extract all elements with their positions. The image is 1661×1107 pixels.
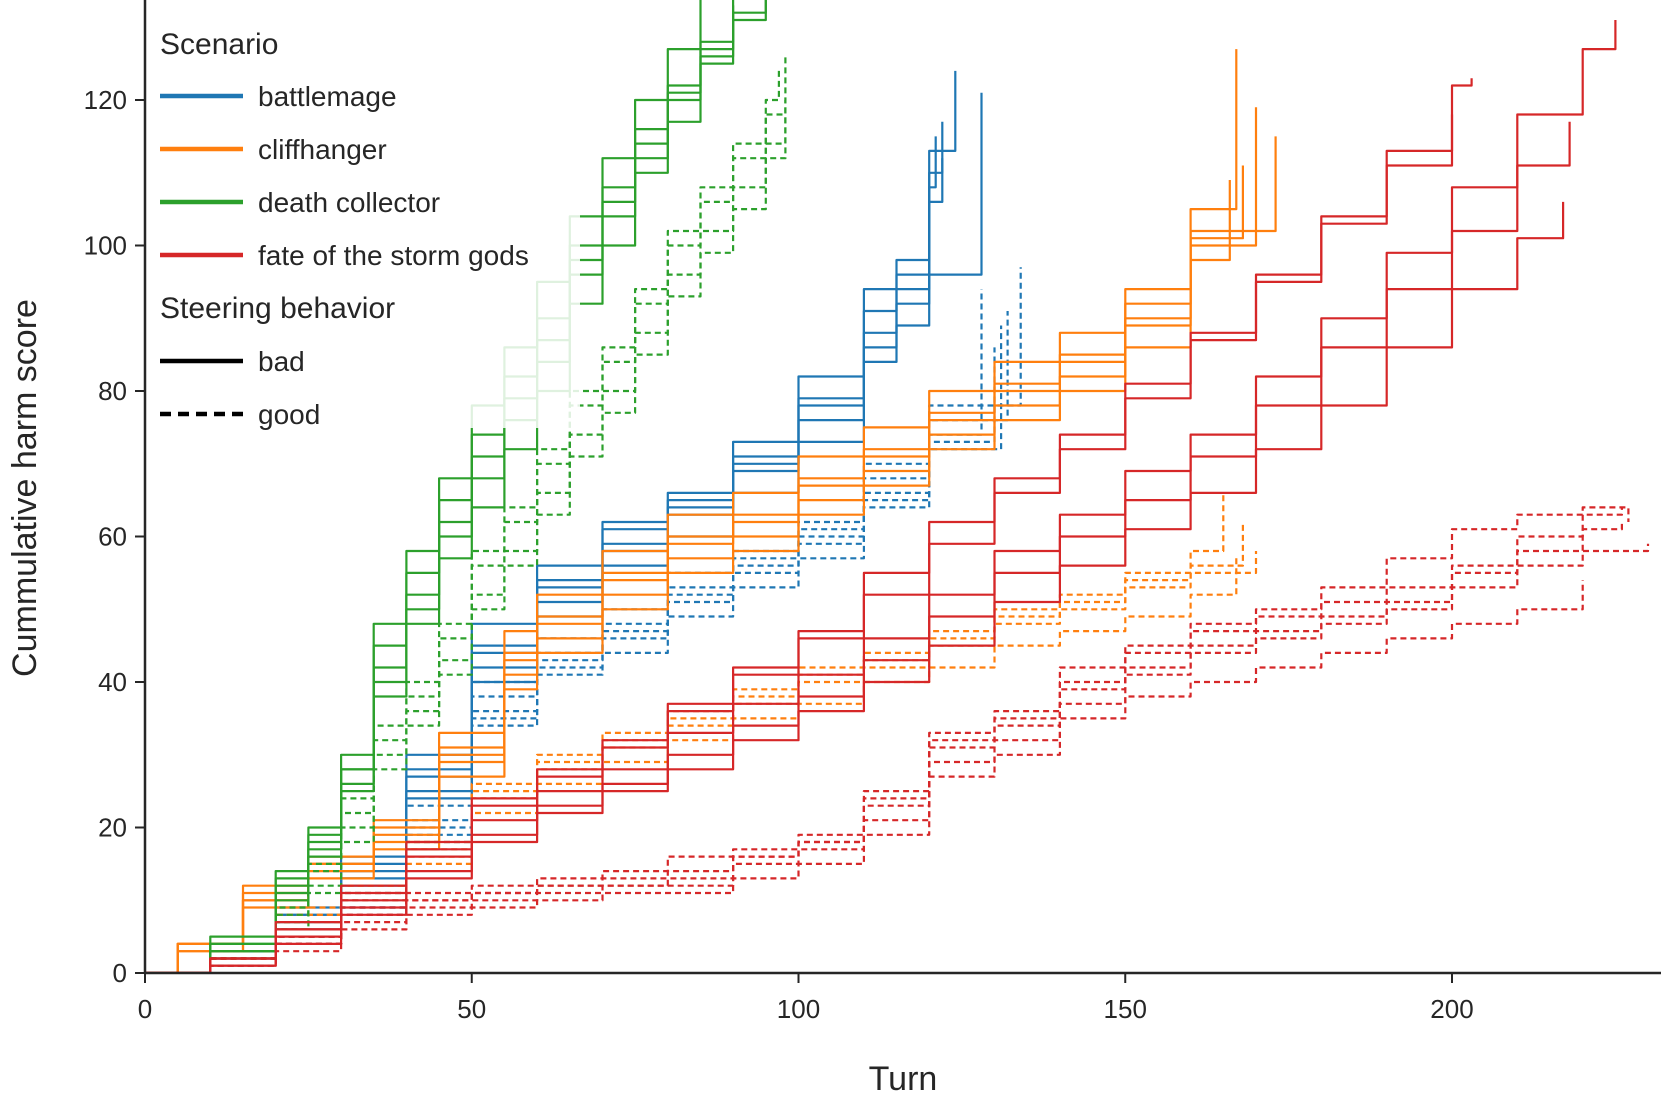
- legend-entry-cliffhanger: cliffhanger: [258, 134, 387, 165]
- series-line-death-collector-good-26: [145, 70, 780, 973]
- legend: Scenario battlemage cliffhanger death colle…: [150, 8, 580, 430]
- y-axis-label: Cummulative harm score: [6, 299, 44, 677]
- legend-entry-death-collector: death collector: [258, 187, 440, 218]
- y-tick-label: 20: [98, 813, 127, 843]
- x-tick-label: 50: [457, 994, 486, 1024]
- x-tick-label: 150: [1104, 994, 1147, 1024]
- legend-entry-bad: bad: [258, 346, 305, 377]
- series-line-fate-of-the-storm-gods-good-37: [145, 522, 1623, 973]
- series-line-death-collector-good-27: [145, 114, 787, 973]
- y-tick-label: 60: [98, 522, 127, 552]
- x-axis-label: Turn: [869, 1060, 938, 1098]
- y-tick-label: 40: [98, 667, 127, 697]
- legend-title-scenario: Scenario: [160, 28, 278, 61]
- legend-entry-battlemage: battlemage: [258, 81, 397, 112]
- series-line-fate-of-the-storm-gods-good-36: [145, 580, 1584, 973]
- series-line-battlemage-bad-2: [145, 158, 944, 973]
- x-tick-label: 0: [138, 994, 152, 1024]
- legend-entry-fate-of-the-storm-gods: fate of the storm gods: [258, 240, 529, 271]
- axes-layer: 0 50 100 150 200 0 20 40 60 80 100 120: [84, 0, 1661, 1024]
- y-tick-label: 80: [98, 376, 127, 406]
- legend-title-behavior: Steering behavior: [160, 292, 395, 325]
- series-line-fate-of-the-storm-gods-bad-32: [145, 114, 1454, 973]
- legend-entry-good: good: [258, 399, 320, 430]
- y-tick-label: 0: [113, 958, 127, 988]
- x-tick-label: 100: [777, 994, 820, 1024]
- y-tick-label: 120: [84, 85, 127, 115]
- x-tick-label: 200: [1430, 994, 1473, 1024]
- series-line-death-collector-bad-23: [145, 0, 767, 973]
- series-layer: [145, 0, 1650, 973]
- y-tick-label: 100: [84, 231, 127, 261]
- legend-background: [150, 8, 580, 428]
